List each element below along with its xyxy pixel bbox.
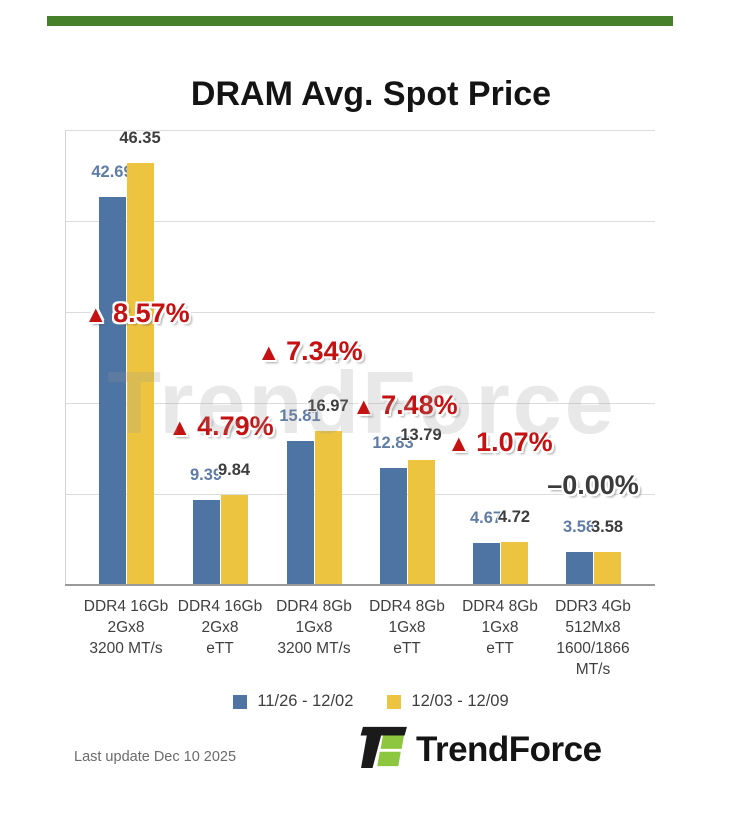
bar-week2-group1	[126, 163, 154, 585]
bar-value-label: 3.58	[590, 518, 624, 537]
last-update-text: Last update Dec 10 2025	[74, 749, 237, 765]
bar-week2-group2	[220, 495, 248, 585]
bar-week1-group1	[98, 196, 126, 585]
x-axis-label: DDR4 8Gb 1Gx8 3200 MT/s	[276, 598, 352, 657]
bar-value-label: 4.67	[469, 508, 503, 527]
x-axis-label: DDR4 8Gb 1Gx8 eTT	[369, 598, 445, 657]
gridline	[65, 403, 655, 404]
x-axis-label: DDR4 8Gb 1Gx8 eTT	[462, 598, 538, 657]
legend-swatch-yellow	[387, 694, 402, 709]
page-title: DRAM Avg. Spot Price	[190, 74, 552, 113]
up-triangle-icon: ▲	[84, 301, 108, 327]
trendforce-logo-icon	[360, 725, 408, 774]
x-axis-line	[65, 584, 655, 586]
legend-item-week1: 11/26 - 12/02	[233, 692, 353, 711]
pct-change-label: ▲ 8.57%	[84, 298, 190, 328]
bar-value-label: 46.35	[119, 129, 161, 148]
pct-change-label: ▲ 7.34%	[257, 336, 363, 366]
pct-change-label: –0.00%	[547, 470, 639, 500]
chart-legend: 11/26 - 12/02 12/03 - 12/09	[0, 692, 742, 711]
pct-change-label: ▲ 7.48%	[352, 390, 458, 420]
pct-change-label: ▲ 1.07%	[447, 427, 553, 457]
bar-value-label: 13.79	[400, 425, 442, 444]
bar-week2-group4	[407, 459, 435, 585]
gridline	[65, 221, 655, 222]
up-triangle-icon: ▲	[168, 414, 192, 440]
x-axis-label: DDR4 16Gb 2Gx8 eTT	[177, 598, 263, 657]
gridline	[65, 130, 655, 131]
bar-week2-group6	[593, 552, 621, 585]
bar-week2-group3	[314, 430, 342, 585]
bar-value-label: 15.81	[279, 407, 321, 426]
legend-item-week2: 12/03 - 12/09	[387, 692, 509, 711]
pct-change-label: ▲ 4.79%	[168, 411, 274, 441]
bar-week1-group4	[379, 468, 407, 585]
bar-value-label: 12.83	[372, 434, 414, 453]
legend-label-week1: 11/26 - 12/02	[257, 692, 354, 710]
bar-week2-group5	[500, 542, 528, 585]
bar-value-label: 4.72	[497, 508, 531, 527]
bar-week1-group2	[192, 499, 220, 585]
bar-value-label: 42.69	[91, 162, 133, 181]
x-axis-label: DDR3 4Gb 512Mx8 1600/1866 MT/s	[555, 598, 631, 678]
up-triangle-icon: ▲	[352, 393, 376, 419]
up-triangle-icon: ▲	[447, 430, 471, 456]
bar-week1-group5	[472, 542, 500, 585]
y-axis-line	[65, 130, 66, 585]
top-accent-bar	[47, 16, 673, 26]
legend-swatch-blue	[233, 694, 248, 709]
bar-value-label: 16.97	[307, 396, 349, 415]
trendforce-logo: TrendForce	[360, 725, 602, 774]
x-axis-label: DDR4 16Gb 2Gx8 3200 MT/s	[83, 598, 169, 657]
legend-label-week2: 12/03 - 12/09	[411, 692, 509, 710]
trendforce-logo-text: TrendForce	[416, 729, 602, 769]
bar-week1-group6	[565, 552, 593, 585]
bar-week1-group3	[286, 441, 314, 585]
gridline	[65, 312, 655, 313]
bar-value-label: 3.58	[562, 518, 596, 537]
bar-value-label: 9.39	[189, 465, 223, 484]
gridline	[65, 494, 655, 495]
bar-value-label: 9.84	[217, 461, 251, 480]
up-triangle-icon: ▲	[257, 339, 281, 365]
